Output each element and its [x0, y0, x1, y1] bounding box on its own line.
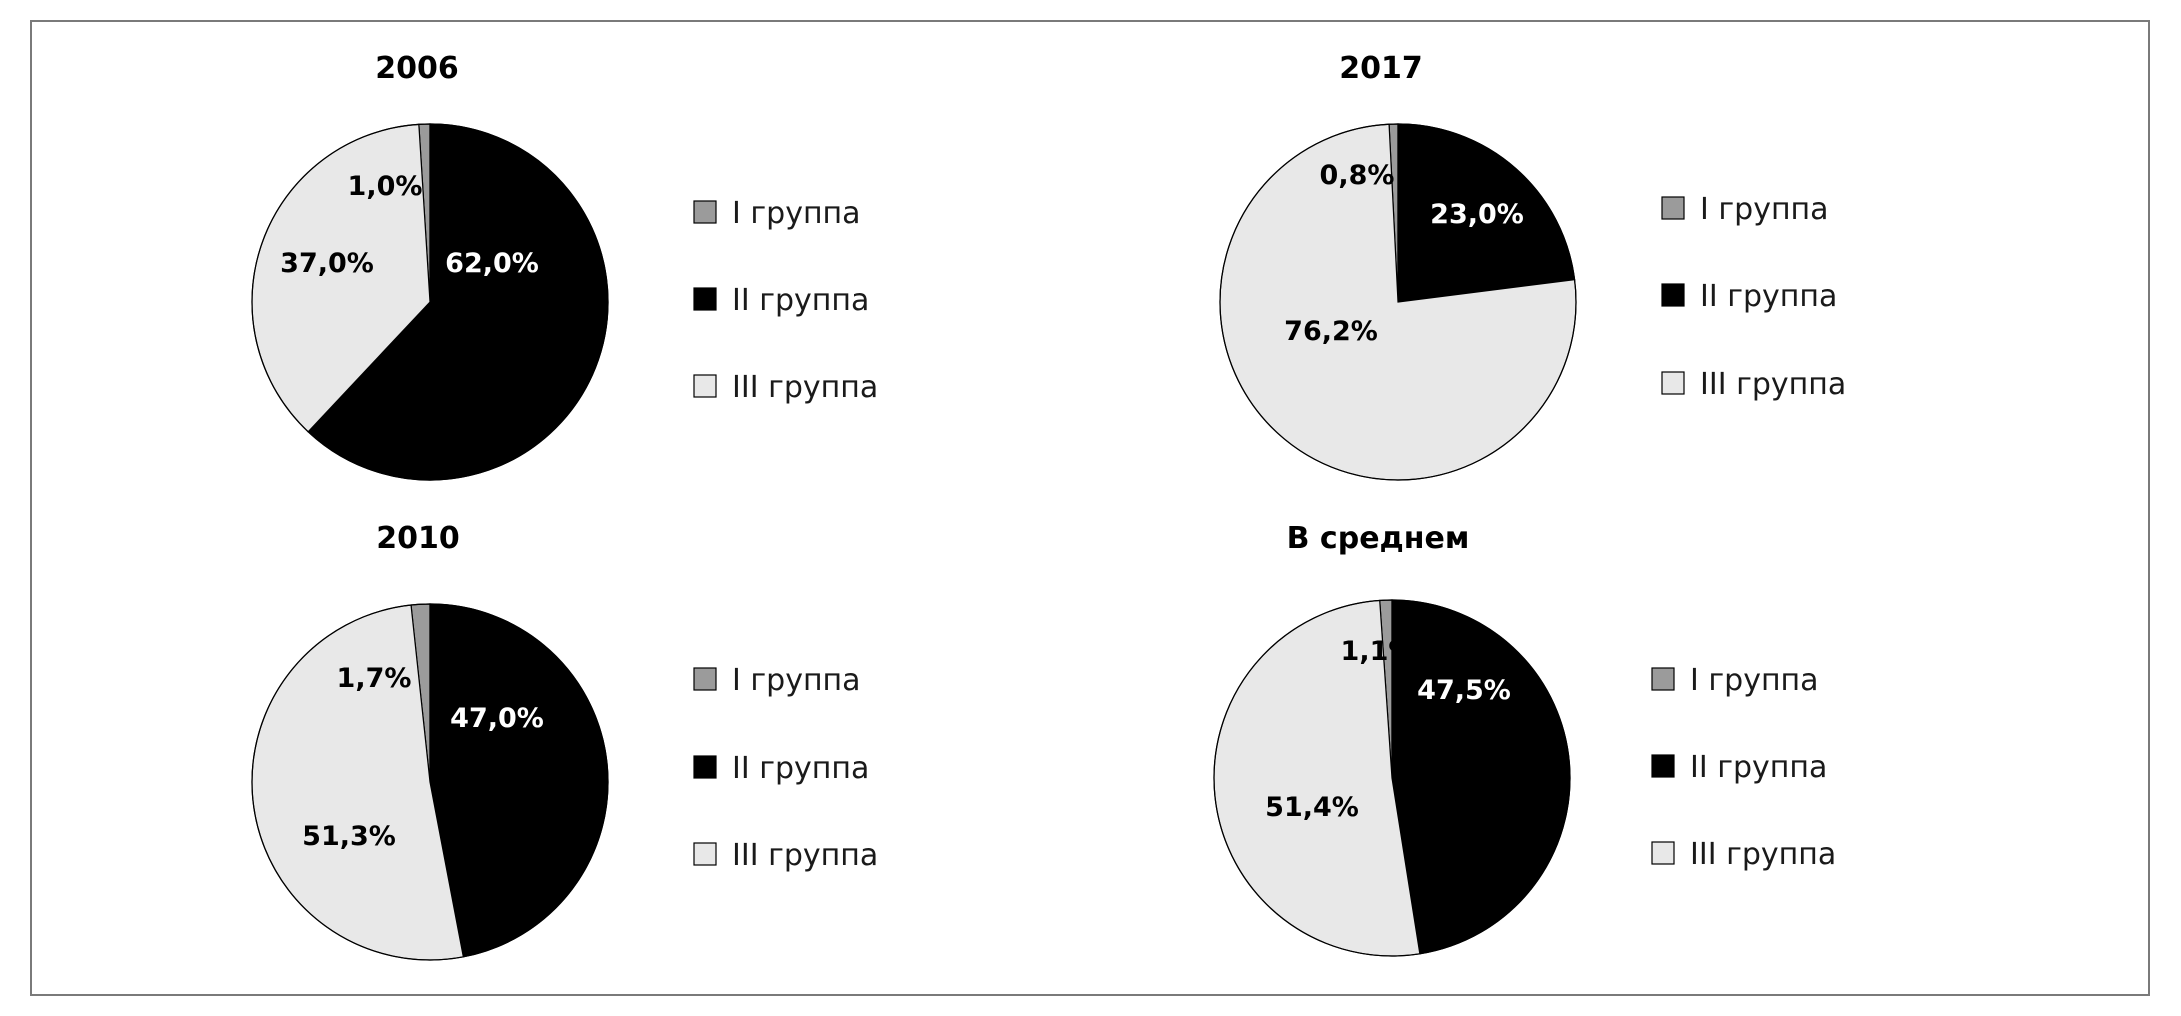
data-label-group-i: 1,0%	[348, 171, 423, 202]
chart-title: 2006	[375, 51, 459, 86]
data-label-group-ii: 47,5%	[1417, 675, 1511, 706]
data-label-group-i: 0,8%	[1320, 160, 1395, 191]
data-label-group-ii: 47,0%	[450, 703, 544, 734]
legend-label-group-ii: II группа	[732, 751, 869, 786]
legend-swatch-group-iii	[693, 842, 717, 866]
chart-title: 2017	[1339, 51, 1423, 86]
data-label-group-ii: 23,0%	[1430, 199, 1524, 230]
data-label-group-i: 1,1%	[1341, 636, 1416, 667]
legend-swatch-group-ii	[693, 287, 717, 311]
legend-label-group-iii: III группа	[732, 370, 878, 405]
data-label-group-iii: 51,4%	[1265, 792, 1359, 823]
legend-swatch-group-ii	[693, 755, 717, 779]
legend-label-group-ii: II группа	[1690, 750, 1827, 785]
pie-chart-3: 2010 1,7% 47,0% 51,3% I группа II группа III г…	[251, 521, 878, 961]
legend-swatch-group-iii	[1661, 371, 1685, 395]
legend-swatch-group-i	[1661, 196, 1685, 220]
pie-chart-1: 2006 1,0% 62,0% 37,0% I группа II группа III г…	[251, 51, 878, 481]
legend-label-group-iii: III группа	[732, 838, 878, 873]
chart-frame	[30, 20, 2150, 996]
legend-label-group-ii: II группа	[1700, 279, 1837, 314]
chart-title: В среднем	[1287, 521, 1470, 556]
pie-outline	[1213, 599, 1571, 957]
legend-label-group-i: I группа	[732, 663, 861, 698]
pie-slice-group-ii	[1391, 599, 1571, 955]
legend-swatch-group-ii	[1661, 283, 1685, 307]
legend-label-group-ii: II группа	[732, 283, 869, 318]
legend-label-group-i: I группа	[1700, 192, 1829, 227]
pie-slice-group-ii	[429, 603, 609, 958]
data-label-group-ii: 62,0%	[445, 248, 539, 279]
legend-swatch-group-ii	[1651, 754, 1675, 778]
legend-swatch-group-i	[693, 200, 717, 224]
legend-label-group-i: I группа	[1690, 663, 1819, 698]
chart-title: 2010	[376, 521, 460, 556]
pie-outline	[251, 123, 609, 481]
legend-label-group-i: I группа	[732, 196, 861, 231]
data-label-group-iii: 51,3%	[302, 821, 396, 852]
legend-swatch-group-iii	[1651, 841, 1675, 865]
legend-label-group-iii: III группа	[1690, 837, 1836, 872]
data-label-group-i: 1,7%	[337, 663, 412, 694]
legend-swatch-group-i	[1651, 667, 1675, 691]
legend-swatch-group-i	[693, 667, 717, 691]
pie-chart-4: В среднем 1,1%47,5% 51,4% I группа II группа…	[1213, 521, 1836, 957]
data-label-group-iii: 37,0%	[280, 248, 374, 279]
legend-label-group-iii: III группа	[1700, 367, 1846, 402]
legend-swatch-group-iii	[693, 374, 717, 398]
pie-chart-2: 2017 0,8% 23,0% 76,2% I группа II группа III г…	[1219, 51, 1846, 481]
pie-outline	[1219, 123, 1577, 481]
pie-outline	[251, 603, 609, 961]
data-label-group-iii: 76,2%	[1284, 316, 1378, 347]
